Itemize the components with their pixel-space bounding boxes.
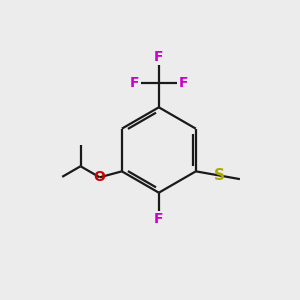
Text: F: F — [154, 50, 164, 64]
Text: F: F — [130, 76, 140, 90]
Text: S: S — [214, 168, 224, 183]
Text: F: F — [178, 76, 188, 90]
Text: O: O — [94, 170, 106, 184]
Text: F: F — [154, 212, 164, 226]
